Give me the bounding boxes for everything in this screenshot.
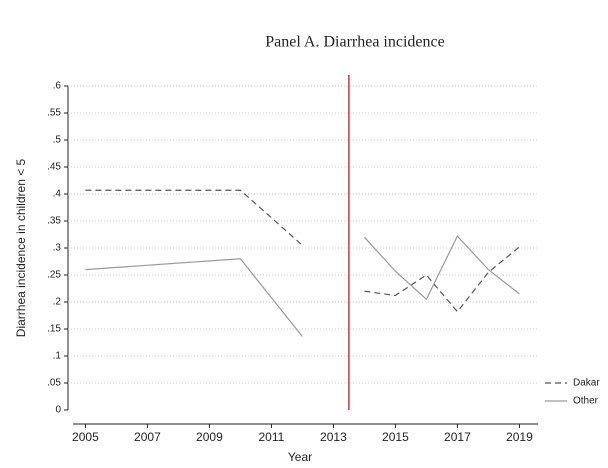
x-tick-label: 2017: [444, 430, 471, 444]
x-tick-label: 2011: [258, 430, 284, 444]
chart-title: Panel A. Diarrhea incidence: [265, 34, 444, 51]
x-tick-label: 2007: [134, 430, 161, 444]
y-tick-label: .35: [47, 216, 61, 227]
series-line: [85, 235, 520, 337]
legend-label: Dakar: [573, 378, 600, 389]
x-tick-label: 2013: [320, 430, 347, 444]
y-tick-label: .45: [47, 162, 61, 173]
y-tick-label: .25: [47, 270, 61, 281]
y-tick-label: .05: [47, 378, 61, 389]
x-tick-label: 2009: [196, 430, 223, 444]
y-tick-label: .15: [47, 324, 61, 335]
y-tick-label: .55: [47, 108, 61, 119]
x-tick-label: 2019: [506, 430, 533, 444]
x-axis-label: Year: [288, 450, 312, 464]
x-tick-label: 2015: [382, 430, 409, 444]
series-line: [85, 189, 520, 313]
y-tick-label: .2: [53, 297, 62, 308]
y-tick-label: 0: [55, 405, 61, 416]
y-tick-label: .3: [53, 243, 62, 254]
y-tick-label: .5: [53, 135, 62, 146]
y-tick-label: .4: [53, 189, 62, 200]
y-tick-label: .1: [53, 351, 62, 362]
y-axis-label: Diarrhea incidence in children < 5: [14, 158, 28, 337]
x-tick-label: 2005: [72, 430, 99, 444]
y-tick-label: .6: [53, 81, 62, 92]
legend-label: Other: [573, 396, 599, 407]
